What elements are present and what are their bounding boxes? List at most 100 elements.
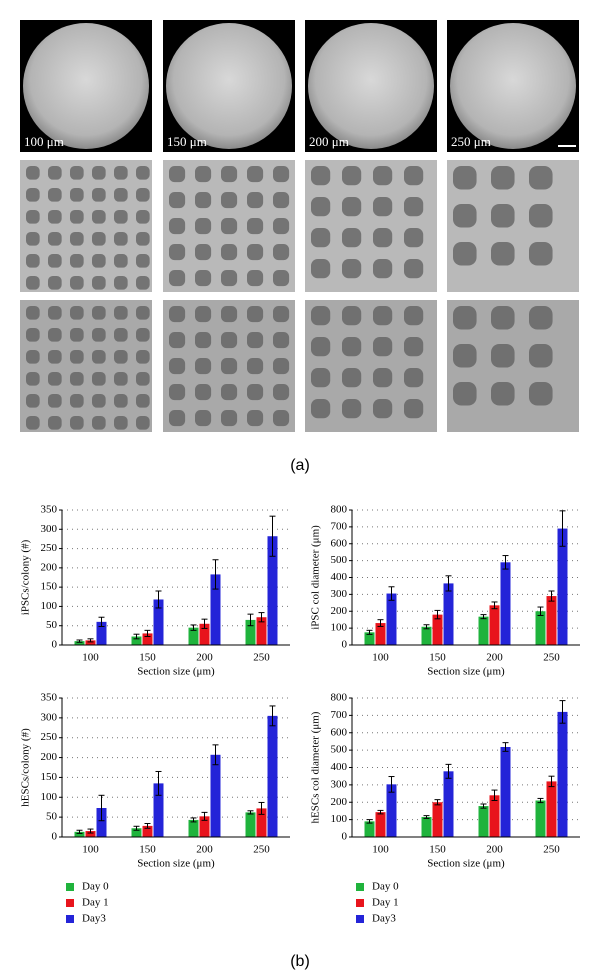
colony	[195, 192, 212, 209]
colony	[373, 228, 393, 248]
colony	[247, 270, 264, 287]
colony	[70, 328, 84, 342]
colony	[114, 166, 128, 180]
x-tick-label: 150	[429, 844, 446, 856]
colony	[529, 166, 553, 190]
y-tick-label: 100	[41, 791, 58, 803]
x-tick-label: 250	[543, 652, 560, 664]
y-tick-label: 100	[41, 600, 58, 612]
x-axis-label: Section size (μm)	[427, 666, 505, 678]
error-bar	[133, 633, 140, 640]
colony	[373, 197, 393, 217]
y-tick-label: 350	[41, 692, 58, 704]
bar	[364, 821, 375, 837]
colony	[48, 276, 62, 290]
colony	[491, 242, 515, 266]
colony	[453, 344, 477, 368]
error-bar	[480, 614, 487, 620]
y-tick-label: 500	[331, 554, 348, 566]
bar	[267, 715, 278, 837]
colony	[453, 382, 477, 406]
colony	[342, 368, 362, 388]
colony	[92, 254, 106, 268]
error-bar	[559, 510, 566, 547]
colony	[26, 276, 40, 290]
colony	[26, 166, 40, 180]
error-bar	[98, 794, 105, 822]
colony	[136, 276, 150, 290]
legend-swatch	[356, 883, 364, 891]
y-axis-label: iPSCs/colony (#)	[20, 539, 32, 615]
y-tick-label: 200	[331, 796, 348, 808]
colony	[92, 394, 106, 408]
bar	[535, 800, 546, 837]
colony	[247, 244, 264, 261]
y-tick-label: 100	[331, 622, 348, 634]
colony	[491, 382, 515, 406]
bar	[85, 640, 96, 645]
x-tick-label: 150	[139, 844, 156, 856]
bar	[153, 599, 164, 645]
colony	[221, 306, 238, 323]
colony	[136, 416, 150, 430]
bar	[421, 817, 432, 837]
colony	[26, 232, 40, 246]
x-tick-label: 100	[82, 844, 99, 856]
bar	[131, 636, 142, 645]
x-tick-label: 250	[543, 844, 560, 856]
micrograph-label: 100 μm	[24, 134, 64, 149]
colony	[342, 197, 362, 217]
error-bar	[388, 586, 395, 601]
colony	[136, 188, 150, 202]
x-tick-label: 200	[196, 844, 213, 856]
panel-label: (a)	[290, 457, 310, 474]
error-bar	[366, 819, 373, 824]
colony	[221, 270, 238, 287]
colony	[311, 166, 331, 186]
error-bar	[434, 609, 441, 620]
colony	[136, 306, 150, 320]
y-tick-label: 700	[331, 520, 348, 532]
bar	[364, 632, 375, 645]
y-tick-label: 700	[331, 709, 348, 721]
colony	[311, 368, 331, 388]
colony	[404, 259, 424, 279]
colony	[70, 166, 84, 180]
y-tick-label: 300	[331, 588, 348, 600]
legend-swatch	[66, 915, 74, 923]
colony	[169, 384, 186, 401]
colony	[342, 228, 362, 248]
colony	[404, 399, 424, 419]
bar	[489, 605, 500, 645]
colony	[136, 232, 150, 246]
colony	[114, 306, 128, 320]
legend-label: Day 1	[372, 897, 399, 909]
colony	[404, 368, 424, 388]
error-bar	[269, 515, 276, 557]
error-bar	[423, 815, 430, 819]
legend-swatch	[356, 915, 364, 923]
colony	[247, 306, 264, 323]
micrograph-label: 200 μm	[309, 134, 349, 149]
colony	[273, 192, 290, 209]
colony	[373, 399, 393, 419]
colony	[169, 192, 186, 209]
colony	[273, 384, 290, 401]
error-bar	[98, 616, 105, 627]
y-tick-label: 250	[41, 731, 58, 743]
colony	[114, 416, 128, 430]
micrograph-disc	[450, 23, 576, 149]
colony	[169, 218, 186, 235]
x-tick-label: 100	[372, 652, 389, 664]
micrograph	[20, 160, 152, 292]
error-bar	[247, 613, 254, 627]
error-bar	[76, 829, 83, 834]
colony	[342, 399, 362, 419]
bar	[546, 781, 557, 837]
micrograph-label: 250 μm	[451, 134, 491, 149]
colony	[404, 228, 424, 248]
colony	[404, 306, 424, 326]
colony	[169, 306, 186, 323]
colony	[114, 254, 128, 268]
panel-label: (b)	[290, 953, 310, 970]
